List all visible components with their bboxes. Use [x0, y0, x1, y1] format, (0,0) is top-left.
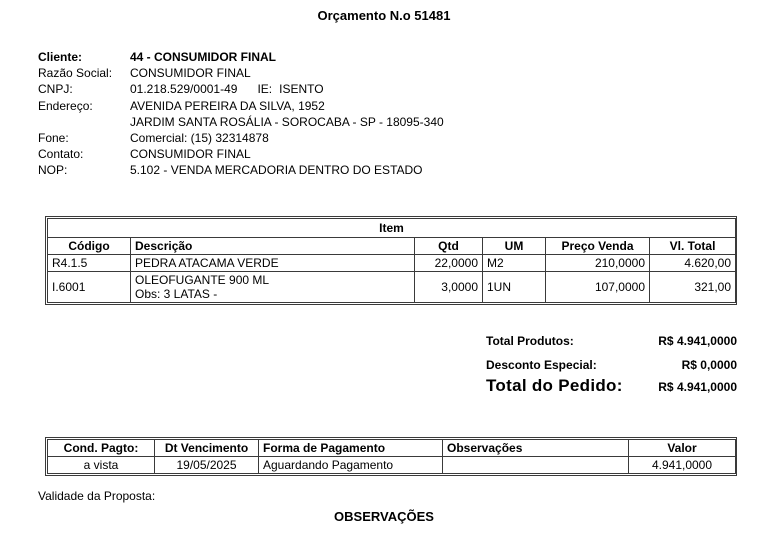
items-group-header: Item	[46, 218, 737, 238]
client-label: Fone:	[38, 131, 69, 146]
client-label: NOP:	[38, 163, 68, 178]
payment-table: Cond. Pagto: Dt Vencimento Forma de Paga…	[45, 437, 737, 476]
client-value: JARDIM SANTA ROSÁLIA - SOROCABA - SP - 1…	[130, 114, 444, 129]
page-title: Orçamento N.o 51481	[317, 8, 451, 23]
ie-value: ISENTO	[279, 82, 324, 97]
payment-row: a vista 19/05/2025 Aguardando Pagamento …	[47, 456, 736, 474]
item-vl-total: 321,00	[648, 271, 737, 303]
column-header-dt-vencimento: Dt Vencimento	[154, 439, 259, 457]
column-header-um: UM	[482, 237, 546, 255]
total-pedido-label: Total do Pedido:	[486, 376, 623, 395]
item-descricao-line: OLEOFUGANTE 900 ML	[135, 273, 270, 287]
total-produtos-label: Total Produtos:	[486, 334, 574, 348]
item-row: R4.1.5 PEDRA ATACAMA VERDE 22,0000 M2 21…	[47, 254, 737, 272]
item-um: 1UN	[482, 271, 546, 303]
item-preco-venda: 210,0000	[545, 254, 650, 272]
payment-cond-pagto: a vista	[47, 456, 155, 474]
client-info-block: Cliente: 44 - CONSUMIDOR FINAL Razão Soc…	[38, 49, 444, 179]
client-label	[38, 114, 130, 130]
client-value: Comercial: (15) 32314878	[130, 131, 269, 146]
client-label: Endereço:	[38, 98, 93, 113]
items-table-group-header-row: Item	[46, 218, 737, 238]
client-row-cnpj: CNPJ: 01.218.529/0001-49 IE: ISENTO	[38, 81, 444, 97]
item-um: M2	[482, 254, 546, 272]
item-codigo: R4.1.5	[47, 254, 131, 272]
items-table: Item Código Descrição Qtd UM Preço Venda…	[45, 216, 737, 305]
client-label: Cliente:	[38, 50, 83, 64]
cnpj-value: 01.218.529/0001-49	[130, 82, 238, 97]
validade-proposta-label: Validade da Proposta:	[38, 489, 156, 503]
payment-observacoes	[442, 456, 629, 474]
column-header-cond-pagto: Cond. Pagto:	[47, 439, 155, 457]
client-value: AVENIDA PEREIRA DA SILVA, 1952	[130, 98, 325, 113]
observacoes-title: OBSERVAÇÕES	[334, 509, 434, 524]
column-header-codigo: Código	[47, 237, 131, 255]
total-pedido-value: R$ 4.941,0000	[658, 380, 737, 394]
items-table-header-row: Código Descrição Qtd UM Preço Venda Vl. …	[47, 237, 737, 255]
column-header-descricao: Descrição	[130, 237, 415, 255]
total-pedido-row: Total do Pedido: R$ 4.941,0000	[486, 376, 737, 396]
client-row-razao-social: Razão Social: CONSUMIDOR FINAL	[38, 65, 444, 81]
client-value: 5.102 - VENDA MERCADORIA DENTRO DO ESTAD…	[130, 163, 423, 178]
desconto-especial-row: Desconto Especial: R$ 0,0000	[486, 358, 737, 372]
client-row-fone: Fone: Comercial: (15) 32314878	[38, 130, 444, 146]
payment-dt-vencimento: 19/05/2025	[154, 456, 259, 474]
column-header-qtd: Qtd	[414, 237, 483, 255]
desconto-especial-label: Desconto Especial:	[486, 358, 597, 372]
total-produtos-row: Total Produtos: R$ 4.941,0000	[486, 334, 737, 348]
item-codigo: I.6001	[47, 271, 131, 303]
item-obs-line: Obs: 3 LATAS -	[135, 287, 218, 301]
item-qtd: 3,0000	[414, 271, 483, 303]
client-value: 44 - CONSUMIDOR FINAL	[130, 50, 277, 64]
item-row: I.6001 OLEOFUGANTE 900 ML Obs: 3 LATAS -…	[47, 271, 737, 303]
desconto-especial-value: R$ 0,0000	[681, 358, 737, 372]
total-produtos-value: R$ 4.941,0000	[658, 334, 737, 348]
item-qtd: 22,0000	[414, 254, 483, 272]
item-preco-venda: 107,0000	[545, 271, 650, 303]
client-row-contato: Contato: CONSUMIDOR FINAL	[38, 146, 444, 162]
client-row-nop: NOP: 5.102 - VENDA MERCADORIA DENTRO DO …	[38, 162, 444, 178]
column-header-observacoes: Observações	[442, 439, 629, 457]
client-value: CONSUMIDOR FINAL	[130, 66, 251, 81]
client-row-endereco-line2: JARDIM SANTA ROSÁLIA - SOROCABA - SP - 1…	[38, 114, 444, 130]
item-vl-total: 4.620,00	[648, 254, 737, 272]
client-label: Contato:	[38, 147, 84, 162]
column-header-preco-venda: Preço Venda	[545, 237, 650, 255]
client-label: Razão Social:	[38, 66, 113, 81]
item-descricao: OLEOFUGANTE 900 ML Obs: 3 LATAS -	[130, 271, 415, 303]
client-row-cliente: Cliente: 44 - CONSUMIDOR FINAL	[38, 49, 444, 65]
column-header-forma-pagamento: Forma de Pagamento	[258, 439, 443, 457]
item-descricao: PEDRA ATACAMA VERDE	[130, 254, 415, 272]
payment-valor: 4.941,0000	[628, 456, 736, 474]
client-value: CONSUMIDOR FINAL	[130, 147, 251, 162]
client-label: CNPJ:	[38, 82, 73, 97]
client-row-endereco: Endereço: AVENIDA PEREIRA DA SILVA, 1952	[38, 98, 444, 114]
column-header-valor: Valor	[628, 439, 736, 457]
column-header-vl-total: Vl. Total	[648, 237, 737, 255]
ie-label: IE:	[257, 82, 273, 97]
payment-table-header-row: Cond. Pagto: Dt Vencimento Forma de Paga…	[47, 439, 736, 457]
item-descricao-line: PEDRA ATACAMA VERDE	[135, 256, 279, 270]
payment-forma-pagamento: Aguardando Pagamento	[258, 456, 443, 474]
